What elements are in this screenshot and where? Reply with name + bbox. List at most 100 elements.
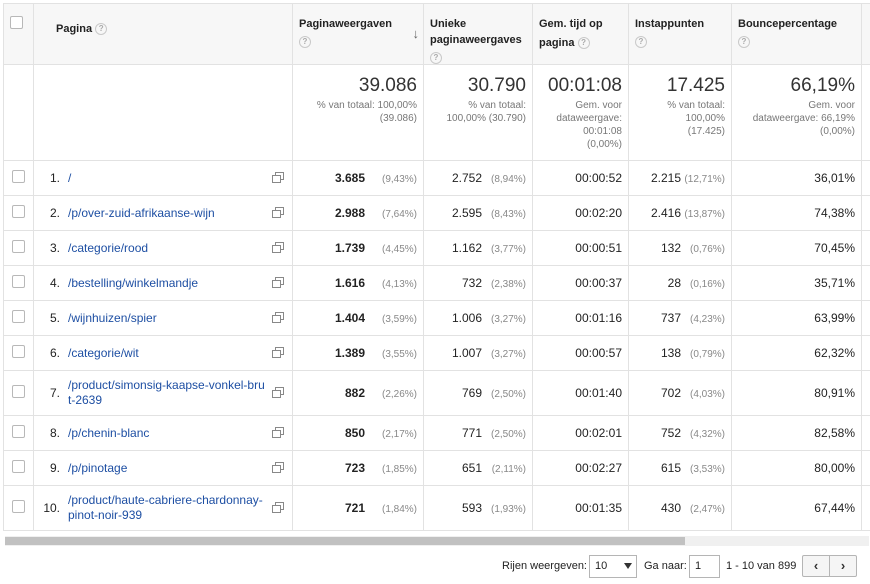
select-all-checkbox[interactable] — [10, 16, 23, 29]
row-overflow — [861, 230, 870, 267]
open-page-icon[interactable] — [272, 462, 284, 474]
unique-pageviews-percent: (3,77%) — [490, 244, 526, 256]
row-checkbox[interactable] — [12, 275, 25, 289]
page-path-link[interactable]: /product/haute-cabriere-chardonnay-pinot… — [68, 493, 263, 523]
unique-pageviews-value: 593 — [461, 501, 482, 516]
pageviews-value: 2.988 — [334, 206, 365, 221]
sort-descending-icon[interactable]: ↓ — [412, 26, 420, 41]
entrances-value: 615 — [660, 461, 681, 476]
unique-pageviews-value: 771 — [461, 426, 482, 441]
pageviews-percent: (3,55%) — [381, 349, 417, 361]
row-checkbox[interactable] — [12, 460, 25, 474]
total-sub: (17.425) — [687, 126, 725, 138]
column-header-page[interactable]: Pagina ? — [33, 2, 293, 66]
unique-pageviews-value: 2.595 — [451, 206, 482, 221]
row-overflow — [861, 265, 870, 302]
table-row: 7. /product/simonsig-kaapse-vonkel-brut-2… — [3, 370, 870, 417]
total-sub: (0,00%) — [819, 126, 855, 138]
open-page-icon[interactable] — [272, 172, 284, 184]
help-icon[interactable]: ? — [738, 36, 750, 49]
page-path-link[interactable]: /categorie/wit — [68, 345, 139, 360]
rows-per-page-select[interactable]: 10 — [589, 555, 637, 578]
header-row: Pagina ? Paginaweergaven ? ↓ Unieke pagi… — [3, 2, 870, 66]
page-path-link[interactable]: /p/over-zuid-afrikaanse-wijn — [68, 205, 215, 220]
open-page-icon[interactable] — [272, 242, 284, 254]
open-page-icon[interactable] — [272, 207, 284, 219]
page-path-link[interactable]: /product/simonsig-kaapse-vonkel-brut-263… — [68, 378, 265, 408]
row-checkbox[interactable] — [12, 425, 25, 439]
open-page-icon[interactable] — [272, 347, 284, 359]
page-path-link[interactable]: /wijnhuizen/spier — [68, 310, 157, 325]
row-checkbox[interactable] — [12, 170, 25, 184]
column-header-label: Unieke — [430, 18, 467, 30]
table-row: 3. /categorie/rood 1.739 (4,45%) 1.162 (3,77%… — [3, 230, 870, 267]
total-sub: % van totaal: 100,00% — [316, 100, 417, 112]
column-header-pageviews[interactable]: Paginaweergaven ? ↓ — [292, 2, 424, 66]
row-page-cell: 10. /product/haute-cabriere-chardonnay-pi… — [33, 485, 293, 532]
unique-pageviews-percent: (2,11%) — [491, 464, 526, 476]
open-page-icon[interactable] — [272, 502, 284, 514]
row-checkbox[interactable] — [12, 345, 25, 359]
row-bounce: 36,01% — [731, 160, 862, 197]
help-icon[interactable]: ? — [299, 36, 311, 49]
pageviews-percent: (4,45%) — [381, 244, 417, 256]
table-row: 4. /bestelling/winkelmandje 1.616 (4,13%) 73… — [3, 265, 870, 302]
table-row: 10. /product/haute-cabriere-chardonnay-pi… — [3, 485, 870, 532]
avg-time-value: 00:02:27 — [575, 461, 622, 476]
help-icon[interactable]: ? — [635, 36, 647, 49]
row-page-cell: 4. /bestelling/winkelmandje — [33, 265, 293, 302]
row-check-cell — [3, 230, 34, 267]
row-bounce: 80,00% — [731, 450, 862, 487]
page-path-link[interactable]: /bestelling/winkelmandje — [68, 275, 199, 290]
column-header-unique-pageviews[interactable]: Unieke paginaweergaves ? — [423, 2, 533, 66]
page-path-link[interactable]: /p/pinotage — [68, 460, 128, 475]
open-page-icon[interactable] — [272, 277, 284, 289]
row-check-cell — [3, 160, 34, 197]
row-bounce: 74,38% — [731, 195, 862, 232]
row-pageviews: 1.389 (3,55%) — [292, 335, 424, 372]
row-bounce: 63,99% — [731, 300, 862, 337]
scrollbar-thumb[interactable] — [5, 537, 685, 545]
row-unique-pageviews: 651 (2,11%) — [423, 450, 533, 487]
column-header-bounce[interactable]: Bouncepercentage ? — [731, 2, 862, 66]
help-icon[interactable]: ? — [430, 52, 442, 65]
row-checkbox[interactable] — [12, 310, 25, 324]
horizontal-scrollbar[interactable] — [5, 536, 869, 546]
next-page-button[interactable]: › — [829, 555, 857, 577]
row-avg-time: 00:01:16 — [532, 300, 629, 337]
row-overflow — [861, 450, 870, 487]
row-checkbox[interactable] — [12, 500, 25, 514]
page-path-link[interactable]: /categorie/rood — [68, 240, 149, 255]
entrances-value: 2.215 — [650, 171, 681, 186]
pageviews-value: 1.404 — [334, 311, 365, 326]
open-page-icon[interactable] — [272, 387, 284, 399]
open-page-icon[interactable] — [272, 427, 284, 439]
entrances-percent: (0,76%) — [689, 244, 725, 256]
row-check-cell — [3, 265, 34, 302]
help-icon[interactable]: ? — [577, 37, 590, 50]
column-header-avg-time[interactable]: Gem. tijd op pagina ? — [532, 2, 629, 66]
data-table: Pagina ? Paginaweergaven ? ↓ Unieke pagi… — [3, 2, 870, 532]
goto-page-input[interactable]: 1 — [689, 555, 720, 578]
column-header-entrances[interactable]: Instappunten ? — [628, 2, 732, 66]
pageviews-value: 882 — [344, 386, 365, 401]
previous-page-button[interactable]: ‹ — [802, 555, 830, 577]
row-checkbox[interactable] — [12, 385, 25, 399]
help-icon[interactable]: ? — [95, 23, 108, 36]
column-header-label: pagina — [539, 37, 575, 49]
row-entrances: 138 (0,79%) — [628, 335, 732, 372]
row-avg-time: 00:02:01 — [532, 415, 629, 452]
row-checkbox[interactable] — [12, 240, 25, 254]
table-row: 5. /wijnhuizen/spier 1.404 (3,59%) 1.006 (3,2… — [3, 300, 870, 337]
page-path-link[interactable]: / — [68, 170, 72, 185]
row-page-cell: 3. /categorie/rood — [33, 230, 293, 267]
entrances-percent: (13,87%) — [684, 209, 725, 221]
pageviews-value: 1.616 — [334, 276, 365, 291]
entrances-value: 430 — [660, 501, 681, 516]
row-page-cell: 9. /p/pinotage — [33, 450, 293, 487]
open-page-icon[interactable] — [272, 312, 284, 324]
row-checkbox[interactable] — [12, 205, 25, 219]
total-value: 30.790 — [467, 75, 526, 97]
avg-time-value: 00:00:51 — [575, 241, 622, 256]
page-path-link[interactable]: /p/chenin-blanc — [68, 425, 150, 440]
